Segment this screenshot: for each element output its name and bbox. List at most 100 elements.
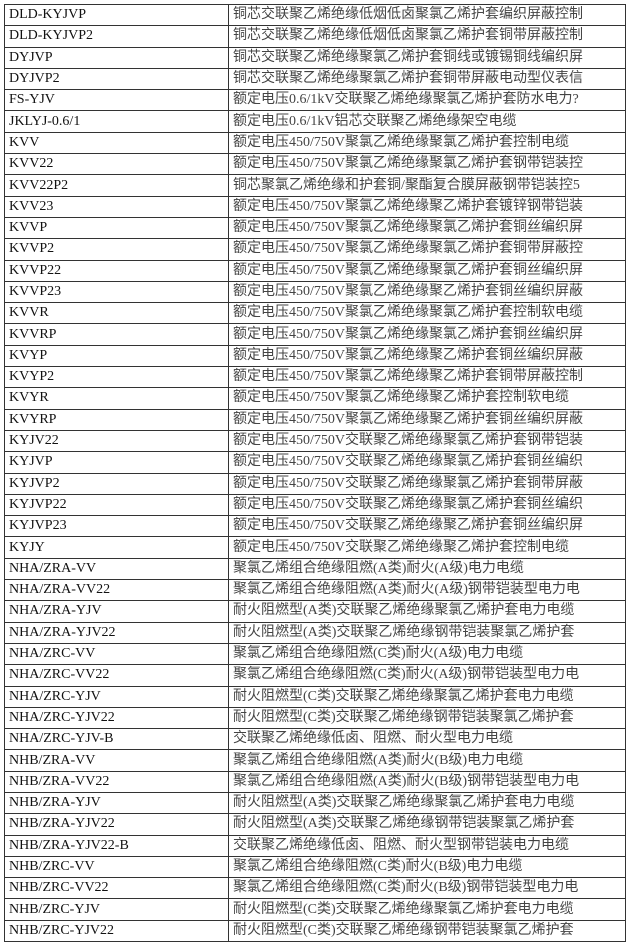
table-row: KYJVP23 额定电压450/750V交联聚乙烯绝缘聚乙烯护套铜丝编织屏 — [4, 515, 626, 538]
cable-description-cell: 聚氯乙烯组合绝缘阻燃(A类)耐火(B级)钢带铠装型电力电 — [228, 770, 626, 793]
cable-model-cell: FS-YJV — [4, 89, 229, 112]
table-row: NHB/ZRA-YJV22-B 交联聚乙烯绝缘低卤、阻燃、耐火型钢带铠装电力电缆 — [4, 834, 626, 857]
cable-model-cell: NHA/ZRA-VV22 — [4, 579, 229, 602]
table-row: NHA/ZRC-VV22 聚氯乙烯组合绝缘阻燃(C类)耐火(A级)钢带铠装型电力电 — [4, 664, 626, 687]
cable-model-cell: KYJVP2 — [4, 472, 229, 495]
table-row: NHB/ZRC-VV 聚氯乙烯组合绝缘阻燃(C类)耐火(B级)电力电缆 — [4, 855, 626, 879]
cable-description-cell: 额定电压450/750V聚氯乙烯绝缘聚氯乙烯护套铜丝编织屏 — [228, 216, 626, 240]
cable-model-cell: KVV22P2 — [4, 174, 229, 197]
cable-description-cell: 铜芯聚氯乙烯绝缘和护套铜/聚酯复合膜屏蔽钢带铠装控5 — [228, 174, 626, 197]
cable-description-cell: 聚氯乙烯组合绝缘阻燃(C类)耐火(B级)钢带铠装型电力电 — [228, 877, 626, 900]
cable-model-cell: KVVRP — [4, 323, 229, 346]
cable-description-cell: 聚氯乙烯组合绝缘阻燃(A类)耐火(B级)电力电缆 — [228, 749, 626, 772]
cable-model-cell: KVV23 — [4, 195, 229, 218]
table-row: NHA/ZRA-YJV22 耐火阻燃型(A类)交联聚乙烯绝缘钢带铠装聚氯乙烯护套 — [4, 621, 626, 644]
cable-model-cell: KVYP — [4, 344, 229, 368]
table-row: KVVP23 额定电压450/750V聚氯乙烯绝缘聚乙烯护套铜丝编织屏蔽 — [4, 280, 626, 304]
cable-model-cell: KVVP22 — [4, 259, 229, 282]
cable-model-cell: KVYR — [4, 387, 229, 410]
cable-model-cell: KVV — [4, 131, 229, 155]
cable-model-cell: KYJV22 — [4, 429, 229, 453]
table-row: KVV 额定电压450/750V聚氯乙烯绝缘聚氯乙烯护套控制电缆 — [4, 131, 626, 155]
cable-model-cell: KVYRP — [4, 408, 229, 431]
table-row: DLD-KYJVP2 铜芯交联聚乙烯绝缘低烟低卤聚氯乙烯护套铜带屏蔽控制 — [4, 25, 626, 48]
cable-model-cell: KVVP — [4, 216, 229, 240]
table-row: NHA/ZRA-VV 聚氯乙烯组合绝缘阻燃(A类)耐火(A级)电力电缆 — [4, 557, 626, 581]
cable-description-cell: 额定电压450/750V交联聚乙烯绝缘聚乙烯护套控制电缆 — [228, 536, 626, 559]
table-row: KVYP2 额定电压450/750V聚氯乙烯绝缘聚乙烯护套铜带屏蔽控制 — [4, 366, 626, 389]
table-row: NHA/ZRC-YJV22 耐火阻燃型(C类)交联聚乙烯绝缘钢带铠装聚氯乙烯护套 — [4, 706, 626, 730]
cable-model-cell: NHA/ZRA-YJV22 — [4, 621, 229, 644]
table-row: NHB/ZRA-VV 聚氯乙烯组合绝缘阻燃(A类)耐火(B级)电力电缆 — [4, 749, 626, 772]
cable-description-cell: 额定电压450/750V交联聚乙烯绝缘聚氯乙烯护套铜丝编织 — [228, 493, 626, 517]
cable-description-cell: 额定电压450/750V聚氯乙烯绝缘聚乙烯护套铜丝编织屏蔽 — [228, 408, 626, 431]
table-row: NHB/ZRC-YJV 耐火阻燃型(C类)交联聚乙烯绝缘聚氯乙烯护套电力电缆 — [4, 898, 626, 921]
table-row: KVYRP 额定电压450/750V聚氯乙烯绝缘聚乙烯护套铜丝编织屏蔽 — [4, 408, 626, 431]
cable-description-cell: 聚氯乙烯组合绝缘阻燃(A类)耐火(A级)钢带铠装型电力电 — [228, 579, 626, 602]
table-row: DLD-KYJVP 铜芯交联聚乙烯绝缘低烟低卤聚氯乙烯护套编织屏蔽控制 — [4, 3, 626, 27]
cable-description-cell: 额定电压0.6/1kV交联聚乙烯绝缘聚氯乙烯护套防水电力? — [228, 89, 626, 112]
cable-description-cell: 聚氯乙烯组合绝缘阻燃(A类)耐火(A级)电力电缆 — [228, 557, 626, 581]
cable-model-cell: NHB/ZRC-YJV22 — [4, 919, 229, 943]
cable-description-cell: 铜芯交联聚乙烯绝缘聚氯乙烯护套铜线或镀锡铜线编织屏 — [228, 46, 626, 69]
cable-model-cell: DLD-KYJVP2 — [4, 25, 229, 48]
table-row: DYJVP2 铜芯交联聚乙烯绝缘聚氯乙烯护套铜带屏蔽电动型仪表信 — [4, 67, 626, 91]
table-body: DLD-KYJVP 铜芯交联聚乙烯绝缘低烟低卤聚氯乙烯护套编织屏蔽控制 DLD-KY… — [4, 3, 626, 943]
cable-description-cell: 额定电压450/750V聚氯乙烯绝缘聚乙烯护套铜带屏蔽控制 — [228, 366, 626, 389]
cable-model-cell: KVVP2 — [4, 238, 229, 261]
table-row: KVV22 额定电压450/750V聚氯乙烯绝缘聚氯乙烯护套钢带铠装控 — [4, 153, 626, 176]
table-row: NHB/ZRA-YJV 耐火阻燃型(A类)交联聚乙烯绝缘聚氯乙烯护套电力电缆 — [4, 791, 626, 815]
cable-description-cell: 耐火阻燃型(C类)交联聚乙烯绝缘钢带铠装聚氯乙烯护套 — [228, 919, 626, 943]
cable-description-cell: 额定电压450/750V交联聚乙烯绝缘聚氯乙烯护套铜丝编织 — [228, 451, 626, 474]
table-row: DYJVP 铜芯交联聚乙烯绝缘聚氯乙烯护套铜线或镀锡铜线编织屏 — [4, 46, 626, 69]
table-row: NHB/ZRC-YJV22 耐火阻燃型(C类)交联聚乙烯绝缘钢带铠装聚氯乙烯护套 — [4, 919, 626, 943]
cable-description-cell: 耐火阻燃型(A类)交联聚乙烯绝缘钢带铠装聚氯乙烯护套 — [228, 813, 626, 836]
cable-model-cell: NHB/ZRC-VV22 — [4, 877, 229, 900]
cable-model-cell: NHB/ZRA-YJV22 — [4, 813, 229, 836]
cable-description-cell: 额定电压450/750V聚氯乙烯绝缘聚氯乙烯护套铜带屏蔽控 — [228, 238, 626, 261]
cable-description-cell: 耐火阻燃型(C类)交联聚乙烯绝缘聚氯乙烯护套电力电缆 — [228, 898, 626, 921]
cable-description-cell: 额定电压450/750V聚氯乙烯绝缘聚氯乙烯护套控制软电缆 — [228, 302, 626, 325]
table-row: NHA/ZRC-VV 聚氯乙烯组合绝缘阻燃(C类)耐火(A级)电力电缆 — [4, 642, 626, 666]
table-row: NHA/ZRA-VV22 聚氯乙烯组合绝缘阻燃(A类)耐火(A级)钢带铠装型电力电 — [4, 579, 626, 602]
table-row: KYJVP 额定电压450/750V交联聚乙烯绝缘聚氯乙烯护套铜丝编织 — [4, 451, 626, 474]
table-row: KYJY 额定电压450/750V交联聚乙烯绝缘聚乙烯护套控制电缆 — [4, 536, 626, 559]
table-row: KVV22P2 铜芯聚氯乙烯绝缘和护套铜/聚酯复合膜屏蔽钢带铠装控5 — [4, 174, 626, 197]
table-row: JKLYJ-0.6/1 额定电压0.6/1kV铝芯交联聚乙烯绝缘架空电缆 — [4, 110, 626, 133]
table-row: NHB/ZRC-VV22 聚氯乙烯组合绝缘阻燃(C类)耐火(B级)钢带铠装型电力电 — [4, 877, 626, 900]
cable-description-cell: 交联聚乙烯绝缘低卤、阻燃、耐火型电力电缆 — [228, 728, 626, 751]
cable-description-cell: 额定电压450/750V交联聚乙烯绝缘聚氯乙烯护套钢带铠装 — [228, 429, 626, 453]
cable-model-cell: KVYP2 — [4, 366, 229, 389]
cable-model-cell: KYJVP — [4, 451, 229, 474]
cable-description-cell: 耐火阻燃型(A类)交联聚乙烯绝缘钢带铠装聚氯乙烯护套 — [228, 621, 626, 644]
cable-description-cell: 聚氯乙烯组合绝缘阻燃(C类)耐火(A级)钢带铠装型电力电 — [228, 664, 626, 687]
cable-description-cell: 铜芯交联聚乙烯绝缘低烟低卤聚氯乙烯护套编织屏蔽控制 — [228, 3, 626, 27]
cable-model-cell: NHA/ZRC-VV22 — [4, 664, 229, 687]
table-row: KVYP 额定电压450/750V聚氯乙烯绝缘聚乙烯护套铜丝编织屏蔽 — [4, 344, 626, 368]
cable-model-cell: DLD-KYJVP — [4, 3, 229, 27]
table-row: KVVRP 额定电压450/750V聚氯乙烯绝缘聚氯乙烯护套铜丝编织屏 — [4, 323, 626, 346]
table-row: NHA/ZRC-YJV 耐火阻燃型(C类)交联聚乙烯绝缘聚氯乙烯护套电力电缆 — [4, 685, 626, 708]
cable-description-cell: 铜芯交联聚乙烯绝缘聚氯乙烯护套铜带屏蔽电动型仪表信 — [228, 67, 626, 91]
cable-model-cell: DYJVP — [4, 46, 229, 69]
cable-model-cell: NHB/ZRC-VV — [4, 855, 229, 879]
cable-model-cell: NHB/ZRA-YJV — [4, 791, 229, 815]
cable-description-cell: 耐火阻燃型(C类)交联聚乙烯绝缘钢带铠装聚氯乙烯护套 — [228, 706, 626, 730]
cable-model-cell: NHA/ZRA-VV — [4, 557, 229, 581]
cable-model-cell: KYJVP23 — [4, 515, 229, 538]
cable-description-cell: 聚氯乙烯组合绝缘阻燃(C类)耐火(B级)电力电缆 — [228, 855, 626, 879]
cable-model-cell: KVV22 — [4, 153, 229, 176]
table-row: KVVR 额定电压450/750V聚氯乙烯绝缘聚氯乙烯护套控制软电缆 — [4, 302, 626, 325]
cable-description-cell: 额定电压450/750V聚氯乙烯绝缘聚乙烯护套控制软电缆 — [228, 387, 626, 410]
cable-description-cell: 交联聚乙烯绝缘低卤、阻燃、耐火型钢带铠装电力电缆 — [228, 834, 626, 857]
cable-description-cell: 额定电压450/750V聚氯乙烯绝缘聚乙烯护套铜丝编织屏蔽 — [228, 280, 626, 304]
cable-model-cell: NHB/ZRC-YJV — [4, 898, 229, 921]
table-row: KVVP 额定电压450/750V聚氯乙烯绝缘聚氯乙烯护套铜丝编织屏 — [4, 216, 626, 240]
cable-model-cell: KVVP23 — [4, 280, 229, 304]
cable-description-cell: 额定电压450/750V聚氯乙烯绝缘聚乙烯护套铜丝编织屏蔽 — [228, 344, 626, 368]
cable-model-cell: KYJY — [4, 536, 229, 559]
cable-model-cell: NHA/ZRC-VV — [4, 642, 229, 666]
cable-description-cell: 额定电压0.6/1kV铝芯交联聚乙烯绝缘架空电缆 — [228, 110, 626, 133]
cable-description-cell: 耐火阻燃型(A类)交联聚乙烯绝缘聚氯乙烯护套电力电缆 — [228, 791, 626, 815]
cable-description-cell: 额定电压450/750V聚氯乙烯绝缘聚氯乙烯护套控制电缆 — [228, 131, 626, 155]
